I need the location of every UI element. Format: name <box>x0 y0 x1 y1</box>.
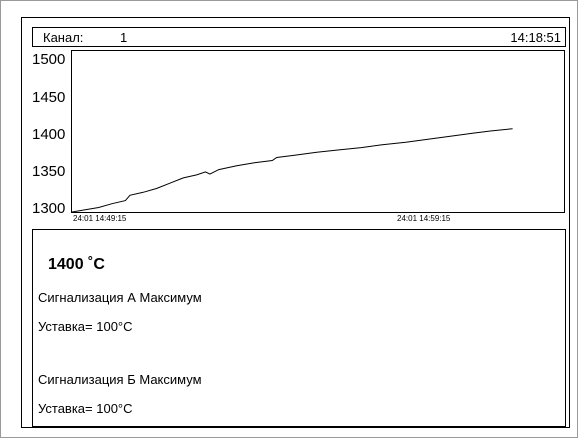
channel-label: Канал: <box>43 30 84 45</box>
x-tick-label: 24:01 14:59:15 <box>397 214 451 223</box>
setpoint-a-label: Уставка= 100°C <box>38 319 133 334</box>
clock-time: 14:18:51 <box>510 30 561 45</box>
y-tick-label: 1400 <box>32 126 66 143</box>
trend-chart <box>72 128 513 212</box>
y-tick-label: 1500 <box>32 51 66 68</box>
alarm-a-label: Сигнализация А Максимум <box>38 290 202 305</box>
trend-plot <box>71 50 565 213</box>
trend-line-0 <box>72 128 513 212</box>
channel-number: 1 <box>120 30 128 45</box>
y-tick-label: 1300 <box>32 200 66 217</box>
y-tick-label: 1350 <box>32 163 66 180</box>
channel-header: Канал: 1 14:18:51 <box>32 27 566 47</box>
info-panel: 1400 ˚C Сигнализация А Максимум Уставка=… <box>32 229 566 427</box>
y-tick-label: 1450 <box>32 89 66 106</box>
setpoint-b-label: Уставка= 100°C <box>38 401 133 416</box>
screen-frame <box>21 17 570 428</box>
alarm-b-label: Сигнализация Б Максимум <box>38 372 202 387</box>
temperature-value: 1400 ˚C <box>48 256 105 273</box>
x-tick-label: 24:01 14:49:15 <box>73 214 127 223</box>
